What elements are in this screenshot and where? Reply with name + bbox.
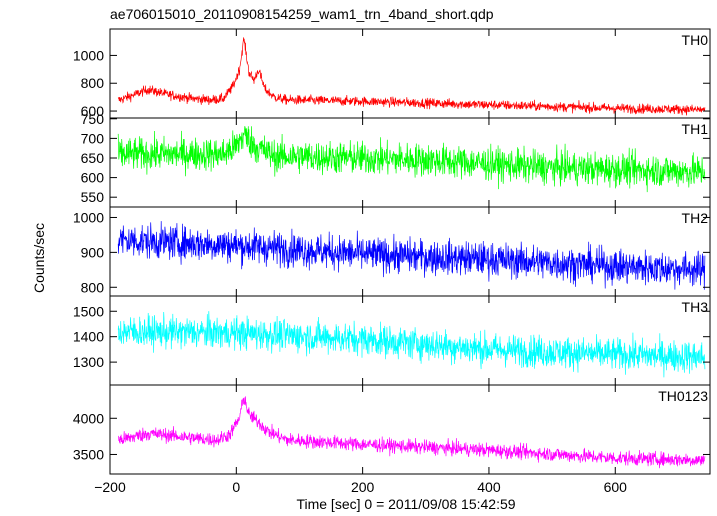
series-th0123: [118, 396, 706, 469]
series-th3: [117, 311, 706, 378]
x-tick-label: 200: [351, 479, 375, 495]
y-tick-label: 3500: [73, 446, 104, 462]
panel-label: TH3: [682, 299, 709, 315]
panel-th1: 550 600 650 700 750 TH1: [81, 111, 711, 208]
panel-label: TH2: [682, 210, 709, 226]
x-axis-label: Time [sec] 0 = 2011/09/08 15:42:59: [296, 496, 515, 512]
y-tick-label: 1300: [73, 354, 104, 370]
y-tick-label: 1500: [73, 303, 104, 319]
y-tick-label: 800: [81, 279, 105, 295]
x-tick-label: −200: [94, 479, 126, 495]
y-tick-label: 600: [81, 170, 105, 186]
series-th2: [117, 221, 706, 290]
y-tick-label: 4000: [73, 410, 104, 426]
panels: 600 800 1000 TH0 550 600 650 700 750 TH1 800 900 100…: [73, 28, 711, 495]
y-tick-label: 800: [81, 75, 105, 91]
series-th0: [117, 37, 706, 116]
y-tick-label: 600: [81, 103, 105, 119]
panel-th0: 600 800 1000 TH0: [73, 28, 711, 119]
panel-label: TH0123: [658, 388, 708, 404]
y-tick-label: 1000: [73, 47, 104, 63]
x-tick-label: 600: [604, 479, 628, 495]
y-tick-label: 1000: [73, 209, 104, 225]
y-tick-label: 1400: [73, 329, 104, 345]
series-th1: [117, 126, 706, 193]
y-tick-label: 900: [81, 244, 105, 260]
y-tick-label: 750: [81, 111, 105, 127]
panel-label: TH0: [682, 32, 709, 48]
panel-th3: 1300 1400 1500 TH3: [73, 295, 711, 386]
chart-title: ae706015010_20110908154259_wam1_trn_4ban…: [110, 6, 494, 22]
y-tick-label: 650: [81, 150, 105, 166]
x-tick-label: 0: [232, 479, 240, 495]
panel-label: TH1: [682, 121, 709, 137]
y-tick-label: 700: [81, 130, 105, 146]
y-axis-label: Counts/sec: [31, 223, 47, 293]
x-tick-labels: −200 0 200 400 600: [94, 479, 627, 495]
y-tick-label: 550: [81, 189, 105, 205]
panel-th0123: 3500 4000 TH0123: [73, 384, 711, 475]
x-tick-label: 400: [477, 479, 501, 495]
panel-frame: [109, 384, 711, 475]
panel-th2: 800 900 1000 TH2: [73, 206, 711, 297]
